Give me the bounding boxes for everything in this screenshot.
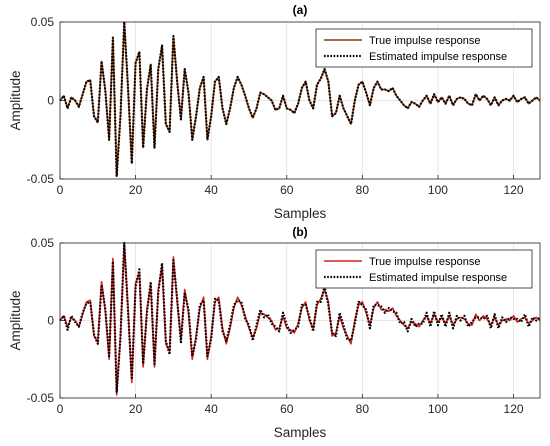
panel-a-x-tick-label: 40 [205, 183, 219, 197]
panel-b-x-tick-label: 120 [504, 402, 524, 416]
panel-b-x-axis-label: Samples [274, 425, 327, 440]
panel-a-y-tick-label: -0.05 [27, 172, 55, 186]
panel-a-x-tick-label: 100 [428, 183, 448, 197]
panel-b-x-tick-label: 60 [280, 402, 294, 416]
panel-a-x-tick-label: 60 [280, 183, 294, 197]
panel-b-legend-estimated-label: Estimated impulse response [369, 272, 507, 284]
panel-b-estimated-impulse-response-line [59, 241, 541, 393]
panel-a-y-axis-label: Amplitude [8, 70, 23, 130]
panel-a-legend: True impulse response Estimated impulse … [315, 28, 533, 68]
panel-a-legend-box [315, 28, 533, 68]
panel-a-x-tick-label: 120 [504, 183, 524, 197]
panel-b-x-tick-label: 100 [428, 402, 448, 416]
panel-a-legend-estimated-label: Estimated impulse response [369, 51, 507, 63]
panel-b-y-tick-label: 0 [47, 314, 54, 328]
panel-b-y-tick-label: -0.05 [27, 391, 55, 405]
panel-a-x-axis-label: Samples [274, 206, 327, 221]
panel-a-series [59, 20, 541, 177]
panel-a-estimated-impulse-response-line [59, 20, 541, 177]
panel-a-x-tick-label: 0 [57, 183, 64, 197]
panel-b-x-tick-label: 20 [129, 402, 143, 416]
panel-b-y-tick-label: 0.05 [31, 236, 55, 250]
panel-a-y-tick-label: 0.05 [31, 15, 55, 29]
panel-b-series [59, 241, 541, 396]
panel-a-x-tick-label: 80 [356, 183, 370, 197]
panel-b-title: (b) [292, 225, 307, 239]
panel-b-legend: True impulse response Estimated impulse … [315, 249, 533, 289]
panel-a-y-tick-label: 0 [47, 94, 54, 108]
panel-b-legend-box [315, 249, 533, 289]
panel-b-legend-true-label: True impulse response [369, 256, 480, 268]
panel-b-x-tick-label: 40 [205, 402, 219, 416]
panel-b-y-axis-label: Amplitude [8, 290, 23, 350]
panel-a-legend-true-label: True impulse response [369, 35, 480, 47]
panel-a-x-tick-label: 20 [129, 183, 143, 197]
panel-b-x-tick-label: 80 [356, 402, 370, 416]
panel-a-title: (a) [293, 3, 308, 17]
panel-b-x-tick-label: 0 [57, 402, 64, 416]
